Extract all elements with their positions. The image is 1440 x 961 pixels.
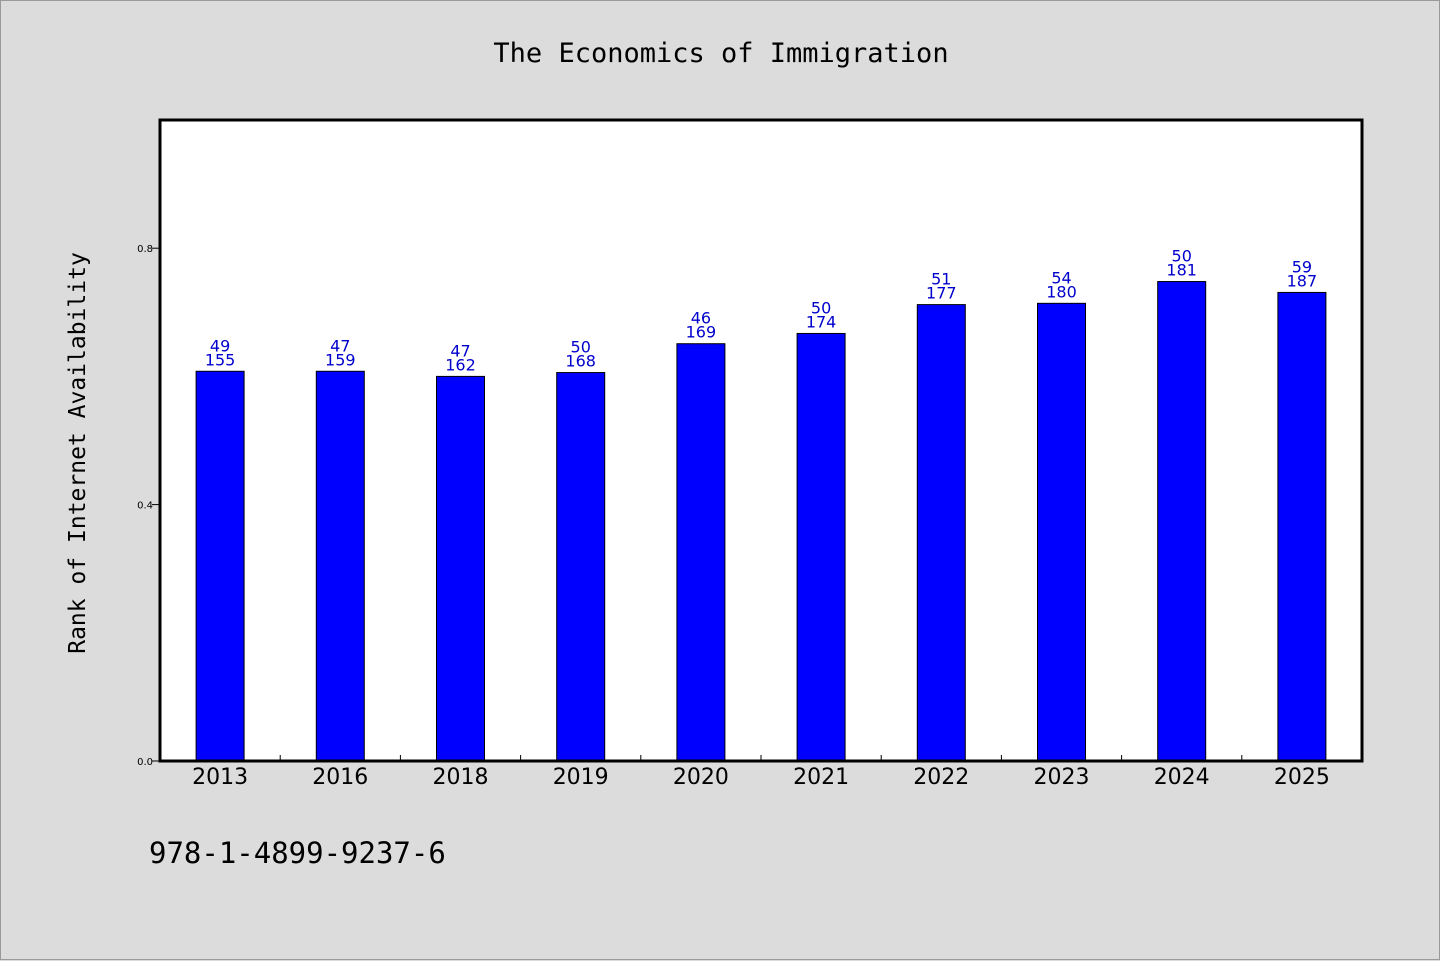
y-tick-label: 0.4 [137,501,153,512]
x-tick-label: 2021 [793,765,849,790]
x-tick-label: 2022 [913,765,969,790]
bar [1277,291,1327,762]
bar-label-bottom: 162 [445,355,476,374]
bar [916,304,966,762]
bar-label-top: 50 [571,338,591,357]
bar-label-bottom: 168 [565,352,596,371]
bar-label-bottom: 169 [686,323,717,342]
bar-label-bottom: 180 [1046,282,1077,301]
bar [1157,281,1207,762]
bar [676,343,726,762]
bars-group [195,281,1327,762]
bar-label-bottom: 159 [325,350,356,369]
x-tick-label: 2018 [433,765,489,790]
bar [556,372,606,762]
bar-label-top: 51 [931,270,951,289]
bar-label-top: 46 [691,309,711,328]
bar-label-top: 50 [811,298,831,317]
bar-label-top: 54 [1051,268,1071,287]
bar [195,370,245,762]
bar-label-top: 47 [330,336,350,355]
bar [796,332,846,762]
bar-label-top: 49 [210,336,230,355]
chart-title: The Economics of Immigration [493,38,948,69]
bar [315,370,365,762]
bar-label-top: 50 [1172,247,1192,266]
x-tick-label: 2013 [192,765,248,790]
plot-frame [158,118,1364,763]
isbn-text: 978-1-4899-9237-6 [149,836,446,870]
bar-label-bottom: 187 [1287,271,1318,290]
bar-label-bottom: 155 [205,350,236,369]
x-tick-label: 2023 [1034,765,1090,790]
bar [1037,302,1086,762]
bar [436,375,485,762]
y-tick-label: 0.8 [137,244,153,255]
y-tick-label: 0.0 [137,757,153,768]
x-tick-label: 2019 [553,765,609,790]
y-axis-label: Rank of Internet Availability [65,252,91,654]
bar-label-bottom: 177 [926,284,957,303]
x-tick-label: 2024 [1154,765,1210,790]
x-tick-label: 2025 [1274,765,1330,790]
bar-label-bottom: 174 [806,312,837,331]
axis-ticks: 0.0 0.4 0.8 2013 2016 2018 2019 2020 2021 2022 202… [137,244,1330,790]
x-tick-label: 2020 [673,765,729,790]
x-tick-label: 2016 [312,765,368,790]
bar-label-top: 47 [450,341,470,360]
bar-label-bottom: 181 [1166,261,1197,280]
bar-label-top: 59 [1292,257,1312,276]
